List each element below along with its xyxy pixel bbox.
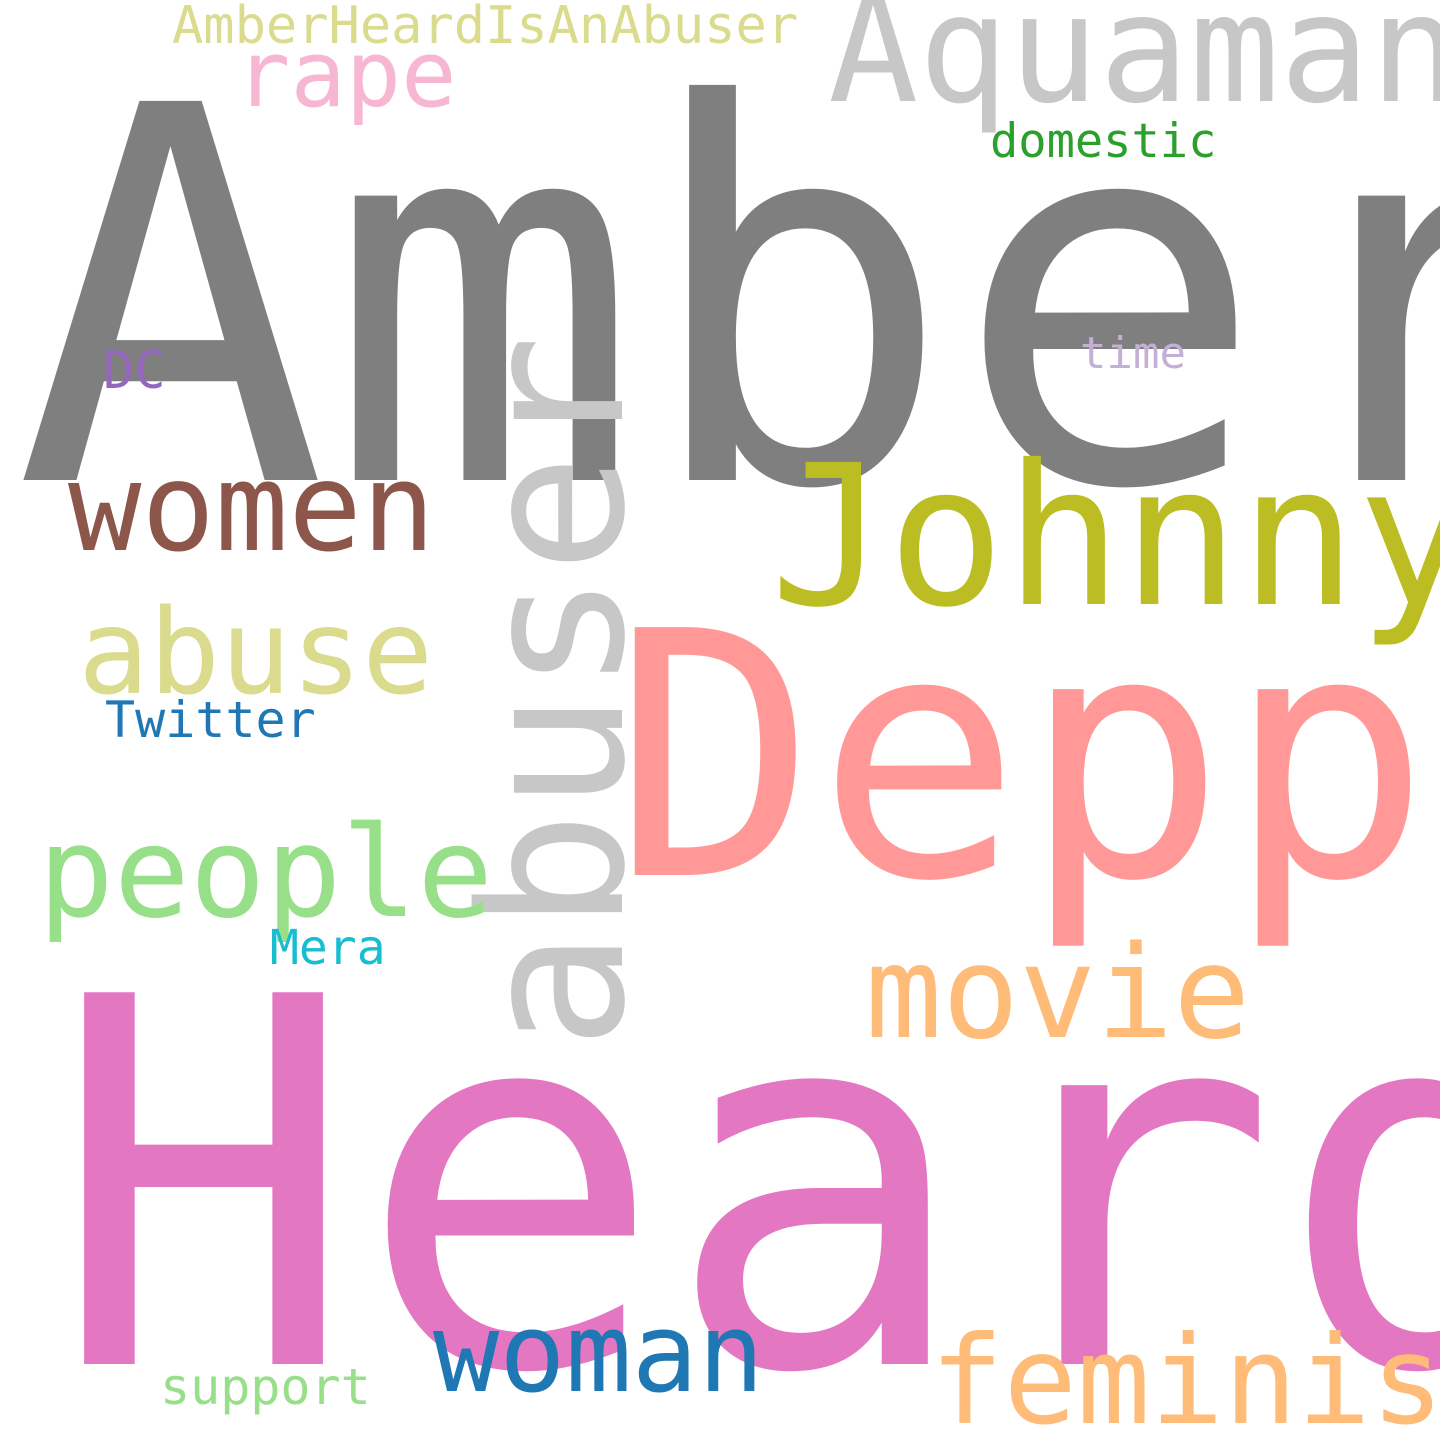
word-rape: rape bbox=[235, 21, 457, 128]
word-feminist: feminist bbox=[930, 1310, 1440, 1440]
word-support: support bbox=[160, 1358, 371, 1416]
word-woman: woman bbox=[433, 1289, 765, 1417]
word-aquaman: Aquaman bbox=[828, 0, 1440, 137]
word-abuse: abuse bbox=[78, 583, 434, 721]
word-women: women bbox=[68, 437, 436, 579]
word-heard: Heard bbox=[50, 892, 1440, 1440]
word-domestic: domestic bbox=[990, 114, 1217, 169]
word-depp: Depp bbox=[612, 560, 1431, 956]
word-time: time bbox=[1080, 328, 1186, 379]
word-dc: DC bbox=[103, 341, 166, 401]
word-people: people bbox=[38, 799, 494, 946]
word-amber: Amber bbox=[14, 0, 1440, 603]
word-johnny: Johnny bbox=[770, 423, 1440, 650]
word-twitter: Twitter bbox=[105, 691, 316, 749]
word-hashtag: AmberHeardIsAnAbuser bbox=[172, 0, 799, 56]
word-mera: Mera bbox=[270, 920, 386, 976]
word-movie: movie bbox=[865, 919, 1251, 1068]
